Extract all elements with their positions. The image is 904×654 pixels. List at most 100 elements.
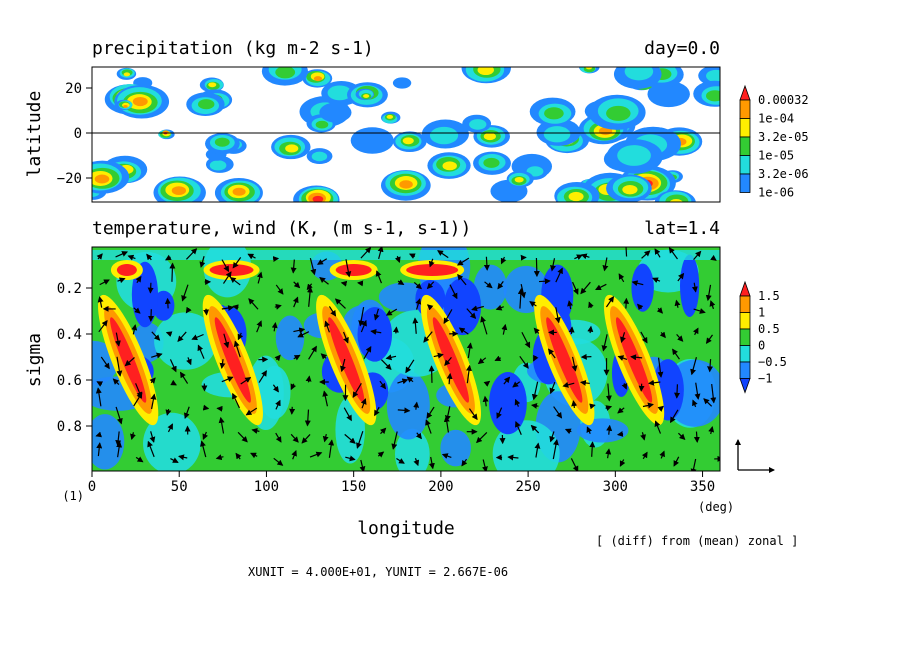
wind-vector [167,423,173,433]
xtick-label: 0 [88,479,96,495]
wind-vector [415,298,422,310]
wind-vector [237,431,248,443]
wind-vector [319,276,329,285]
wind-vector [670,409,679,424]
precip-cell [197,99,215,110]
wind-vector [692,327,699,336]
wind-vector [693,250,702,261]
wind-vector [222,271,232,284]
wind-vector [677,272,685,282]
wind-vector [449,284,458,300]
wind-vector [443,309,453,325]
wind-vector [426,281,435,290]
wind-vector [471,305,484,312]
wind-vector [571,400,578,409]
wind-vector [620,332,626,343]
x-unit-label: (deg) [698,500,734,514]
precip-cell [669,198,683,202]
wind-vector [568,326,575,334]
temp-cell [258,365,291,420]
wind-vector [377,451,385,458]
colorbar-swatch [739,295,751,313]
precip-cell [705,90,720,102]
wind-vector [433,352,444,359]
wind-vector [183,406,190,420]
reference-vector-legend [735,439,775,473]
wind-vector [221,259,230,273]
wind-vector [397,407,411,414]
wind-vector [423,331,433,343]
wind-vector [552,439,559,460]
wind-vector [272,384,279,393]
wind-vector [232,257,242,269]
wind-vector [707,359,714,373]
wind-vector [515,420,522,435]
bottom-panel-title: temperature, wind (K, (m s-1, s-1)) [92,218,471,239]
temp-cell [92,414,125,470]
precip-cell [171,186,187,196]
wind-vector [553,406,563,419]
precip-cell [123,72,131,77]
wind-vector [370,328,382,335]
bottom-panel-ylabel: sigma [24,333,45,387]
precip-cell [606,105,631,121]
precip-cell [350,127,394,154]
bottom-ytick-label: 0.8 [57,419,82,435]
wind-vector [531,381,539,401]
wind-vector [149,377,156,384]
wind-vector [135,456,144,463]
wind-vector [96,442,103,457]
bottom-colorbar-label: 0.5 [758,322,780,336]
wind-vector [164,297,171,309]
top-colorbar-label: 1e-04 [758,112,794,126]
precip-cell [232,187,246,196]
wind-vector [271,321,278,332]
wind-vector [127,254,136,261]
precip-cell [392,77,412,89]
wind-vector [659,450,665,459]
wind-vector [343,331,349,344]
bottom-colorbar: 1.5 1 0.5 0 −0.5 −1 [739,280,787,394]
wind-vector [218,416,225,434]
warm-anomaly [209,264,254,276]
wind-vector [461,458,468,467]
wind-vector [181,284,189,302]
wind-vector [468,408,478,421]
wind-vector [412,317,419,334]
precip-cell [585,67,593,70]
wind-vector [512,381,521,388]
top-colorbar-label: 1e-05 [758,149,794,163]
wind-vector [304,409,311,427]
xtick-label: 150 [341,479,366,495]
wind-vector [131,324,138,335]
wind-vector [630,354,643,361]
wind-vector [457,273,467,286]
wind-vector [657,405,665,412]
precip-cell [315,120,329,129]
wind-vector [562,381,575,388]
wind-vector [240,377,252,385]
colorbar-bottom-arrow [739,378,751,394]
wind-vector [580,253,590,260]
wind-vector [636,303,644,311]
wind-vector [290,383,297,391]
temp-cell [386,371,430,440]
top-colorbar-label: 3.2e-06 [758,167,809,181]
wind-vector [256,320,263,333]
wind-vector [408,253,416,259]
wind-vector [375,270,383,284]
wind-vector [290,259,297,274]
wind-vector [705,334,713,344]
wind-vector [221,305,235,312]
wind-vector [567,300,574,310]
wind-vector [521,331,531,349]
wind-vector [147,282,154,294]
bottom-ytick-label: 0.2 [57,281,82,297]
wind-vector [413,282,423,290]
wind-vector [309,257,317,276]
colorbar-swatch [739,312,751,330]
top-ytick-label: 0 [74,126,82,142]
wind-vector [456,257,470,266]
wind-vector [619,459,626,467]
wind-vector [708,425,715,435]
